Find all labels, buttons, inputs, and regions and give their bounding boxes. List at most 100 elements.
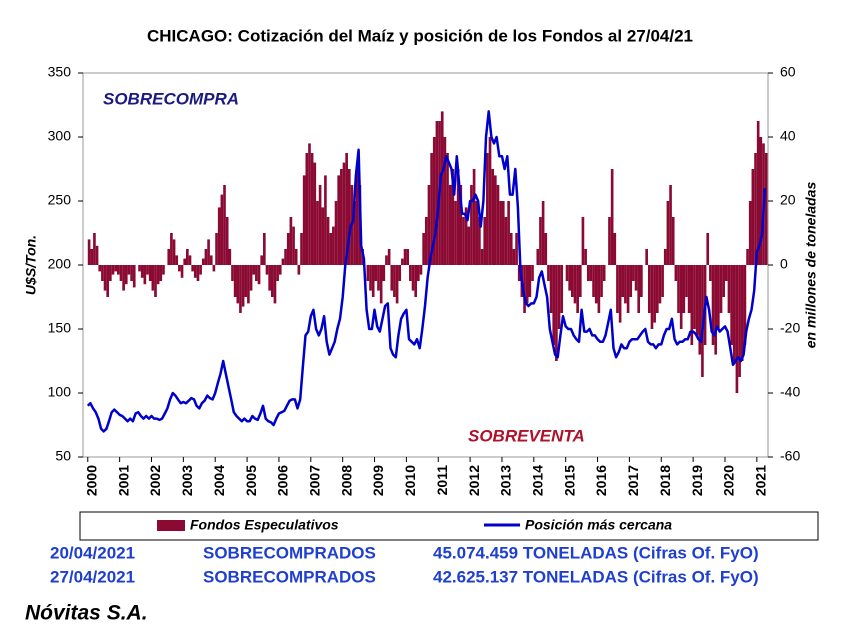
bar [398, 265, 402, 281]
legend-label: Fondos Especulativos [190, 517, 339, 533]
x-tick-label: 2011 [434, 465, 450, 496]
bar [608, 217, 611, 265]
bar [156, 265, 160, 285]
bar [148, 265, 152, 281]
bar [109, 265, 112, 281]
y-tick-label: 300 [48, 128, 72, 144]
x-tick-label: 2002 [147, 465, 163, 496]
bar [517, 265, 521, 281]
bar [751, 169, 755, 265]
bar [706, 233, 710, 265]
bar [618, 265, 622, 323]
x-tick-label: 2003 [179, 465, 195, 496]
bar [233, 265, 237, 297]
bar [422, 233, 425, 265]
bar [531, 265, 534, 281]
bar [655, 265, 659, 313]
bar [387, 249, 391, 265]
bar [443, 137, 447, 265]
x-tick-label: 2006 [275, 465, 291, 496]
bar [93, 233, 96, 265]
bar [509, 233, 513, 265]
bar [345, 153, 348, 265]
bar [547, 265, 550, 281]
bar [401, 258, 404, 265]
bar [613, 233, 617, 265]
summary: 20/04/2021 SOBRECOMPRADOS 45.074.459 TON… [50, 543, 759, 586]
bar [610, 169, 614, 265]
bar [732, 265, 736, 361]
bar [488, 137, 492, 265]
y2-tick-label: -20 [780, 320, 800, 336]
bar [294, 249, 298, 265]
bar [209, 255, 213, 265]
bar [440, 111, 444, 266]
bar [581, 217, 585, 265]
summary-date: 27/04/2021 [50, 567, 135, 586]
bar [536, 249, 540, 265]
bar [103, 265, 107, 291]
y-tick-label: 150 [48, 320, 72, 336]
bar [480, 249, 484, 265]
bar [114, 265, 117, 272]
bar [677, 265, 680, 313]
bar [738, 265, 741, 377]
bar [560, 265, 564, 313]
x-tick-label: 2021 [753, 465, 769, 496]
bar [332, 226, 335, 265]
bar [236, 265, 240, 304]
bar [496, 185, 500, 265]
bar [557, 265, 561, 329]
bar [193, 265, 197, 278]
bar [719, 265, 723, 313]
bar [257, 265, 261, 285]
bar [334, 201, 338, 265]
bar [669, 185, 672, 265]
bar [568, 265, 572, 291]
line [86, 110, 767, 433]
y2-tick-label: 20 [780, 192, 796, 208]
bar [754, 153, 757, 265]
x-tick-label: 2010 [402, 465, 418, 496]
bar [249, 265, 253, 291]
bar [170, 233, 173, 265]
bar [252, 265, 256, 275]
x-tick-label: 2015 [561, 465, 577, 496]
bar [597, 265, 601, 313]
bar [143, 265, 147, 285]
bar [690, 265, 694, 345]
bar [217, 207, 221, 265]
y-tick-label: 100 [48, 384, 72, 400]
bar [305, 153, 309, 265]
bar [629, 265, 633, 297]
bar [475, 201, 479, 265]
x-tick-label: 2014 [530, 465, 546, 496]
bar [225, 217, 229, 265]
bar [340, 169, 343, 265]
bar [326, 217, 330, 265]
bar [308, 143, 311, 265]
bar [671, 217, 675, 265]
summary-amount: 45.074.459 TONELADAS (Cifras Of. FyO) [433, 543, 759, 562]
x-tick-label: 2008 [338, 465, 354, 496]
bar [419, 265, 423, 275]
bar [146, 265, 149, 275]
bar [685, 265, 688, 297]
bar [565, 265, 569, 281]
y-tick-label: 350 [48, 64, 72, 80]
bar [382, 265, 386, 281]
annotation: SOBRECOMPRA [103, 89, 239, 108]
y2-tick-label: 0 [780, 256, 788, 272]
bar [467, 226, 471, 265]
bar [576, 265, 579, 313]
bar [409, 265, 412, 281]
bar [130, 265, 133, 281]
bar [353, 201, 356, 265]
bar [268, 265, 271, 291]
bar [390, 265, 394, 291]
bar [650, 265, 654, 329]
bar [183, 258, 187, 265]
bar [90, 249, 94, 265]
x-tick-label: 2007 [307, 465, 323, 496]
bar [265, 265, 269, 275]
